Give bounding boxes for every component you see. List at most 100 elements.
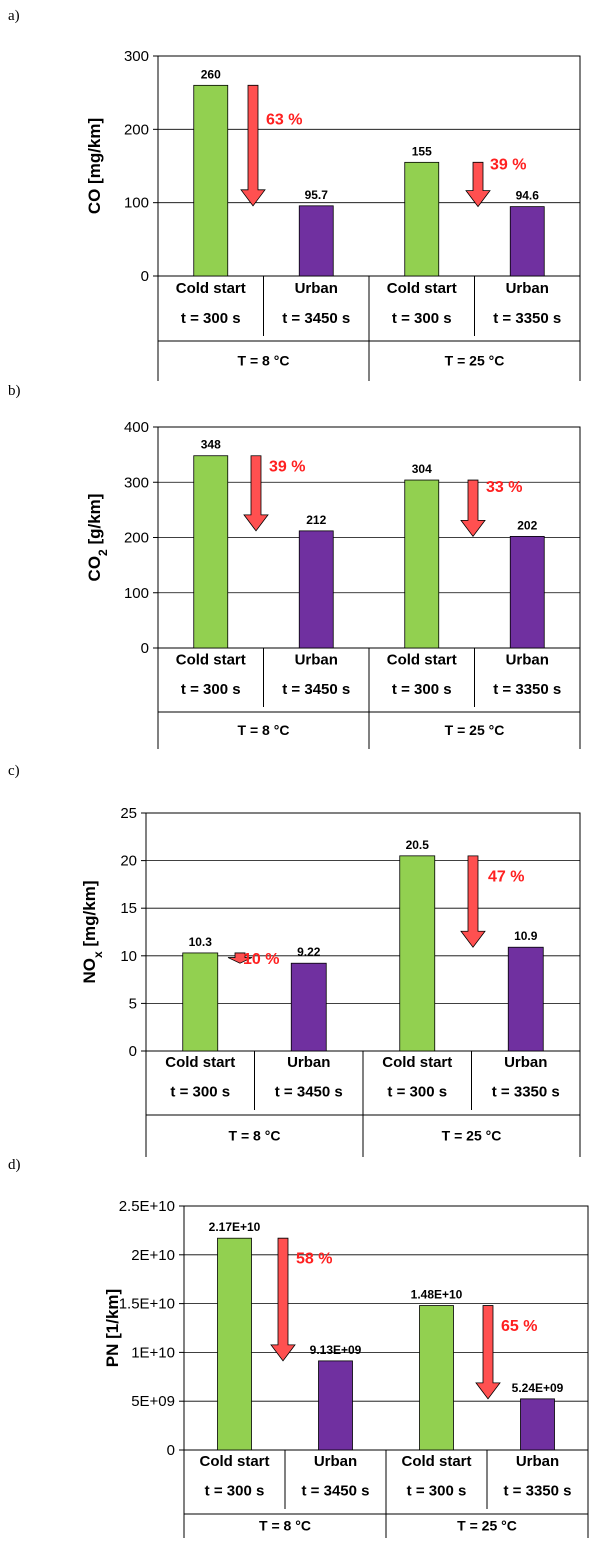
- bar-urban: [509, 206, 545, 277]
- time-label: t = 3450 s: [302, 1483, 370, 1500]
- bar-value-label: 95.7: [305, 188, 329, 202]
- bar-value-label: 20.5: [406, 838, 430, 852]
- bar-value-label: 94.6: [516, 189, 540, 203]
- y-tick-label: 300: [124, 474, 149, 491]
- temperature-group-label: T = 8 °C: [238, 353, 290, 369]
- time-label: t = 300 s: [170, 1084, 230, 1101]
- bar-value-label: 5.24E+09: [512, 1381, 564, 1395]
- y-tick-label: 200: [124, 121, 149, 138]
- bar-value-label: 155: [412, 144, 432, 158]
- y-tick-label: 0: [129, 1043, 137, 1060]
- category-label: Cold start: [176, 652, 246, 669]
- reduction-percent: 33 %: [486, 479, 522, 496]
- bar-urban: [507, 946, 544, 1052]
- time-label: t = 300 s: [387, 1084, 447, 1101]
- co2-chart: 0 100 200 300 400 CO2 [g/km] 348 212 304 202 39 % 3…: [85, 419, 581, 749]
- panel-label-b: b): [8, 383, 21, 399]
- category-label: Urban: [295, 652, 338, 669]
- bar-value-label: 212: [306, 513, 326, 527]
- time-label: t = 300 s: [205, 1483, 265, 1500]
- category-label: Cold start: [387, 652, 457, 669]
- y-tick-label: 1.5E+10: [119, 1296, 175, 1313]
- time-label: t = 300 s: [407, 1483, 467, 1500]
- reduction-arrow: [460, 855, 486, 948]
- temperature-group-label: T = 25 °C: [457, 1518, 517, 1534]
- category-label: Urban: [314, 1453, 357, 1470]
- y-tick-label: 1E+10: [131, 1344, 175, 1361]
- y-tick-label: 300: [124, 48, 149, 65]
- time-label: t = 3350 s: [492, 1084, 560, 1101]
- nox-chart: 0 5 10 15 20 25 NOx [mg/km] 10.3 9.22 20.5 10.9 10 …: [80, 805, 581, 1157]
- temperature-group-label: T = 25 °C: [442, 1128, 502, 1144]
- y-tick-label: 0: [141, 268, 149, 285]
- bar-value-label: 202: [517, 518, 537, 532]
- category-label: Cold start: [387, 280, 457, 297]
- co-chart: 0 100 200 300 CO [mg/km] 260 95.7 155 94.6 63 % 39…: [85, 48, 581, 381]
- time-label: t = 3450 s: [275, 1084, 343, 1101]
- temperature-group-label: T = 8 °C: [229, 1128, 281, 1144]
- category-label: Urban: [506, 652, 549, 669]
- reduction-percent: 63 %: [266, 112, 302, 129]
- time-label: t = 3350 s: [493, 310, 561, 327]
- bar-cold-start: [419, 1305, 454, 1451]
- y-tick-label: 100: [124, 195, 149, 212]
- bar-value-label: 9.13E+09: [310, 1343, 362, 1357]
- reduction-percent: 65 %: [501, 1318, 537, 1335]
- pn-chart: 0 5E+09 1E+10 1.5E+10 2E+10 2.5E+10 PN [1/km] 2…: [103, 1198, 589, 1538]
- y-tick-label: 15: [120, 900, 137, 917]
- bar-cold-start: [193, 455, 229, 649]
- time-label: t = 3350 s: [504, 1483, 572, 1500]
- y-tick-label: 2.5E+10: [119, 1198, 175, 1215]
- category-label: Urban: [506, 280, 549, 297]
- y-tick-label: 400: [124, 419, 149, 436]
- time-label: t = 300 s: [392, 681, 452, 698]
- y-tick-label: 5E+09: [131, 1393, 175, 1410]
- y-tick-label: 5: [129, 995, 137, 1012]
- y-tick-label: 200: [124, 530, 149, 547]
- y-tick-label: 10: [120, 948, 137, 965]
- category-label: Cold start: [199, 1453, 269, 1470]
- category-label: Cold start: [165, 1054, 235, 1071]
- reduction-percent: 10 %: [243, 951, 279, 968]
- y-tick-label: 100: [124, 585, 149, 602]
- bar-urban: [520, 1398, 555, 1451]
- bar-urban: [290, 962, 327, 1052]
- bar-value-label: 1.48E+10: [411, 1288, 463, 1302]
- category-label: Urban: [295, 280, 338, 297]
- panel-label-d: d): [8, 1157, 21, 1173]
- y-tick-label: 2E+10: [131, 1247, 175, 1264]
- y-tick-label: 20: [120, 853, 137, 870]
- plot-area: [157, 55, 581, 277]
- temperature-group-label: T = 25 °C: [445, 722, 505, 738]
- time-label: t = 3350 s: [493, 681, 561, 698]
- reduction-percent: 39 %: [490, 156, 526, 173]
- time-label: t = 300 s: [392, 310, 452, 327]
- bar-urban: [298, 205, 334, 277]
- reduction-arrow: [243, 455, 269, 532]
- category-label: Cold start: [401, 1453, 471, 1470]
- reduction-arrow: [465, 161, 491, 208]
- panel-label-a: a): [8, 8, 20, 24]
- temperature-group-label: T = 25 °C: [445, 353, 505, 369]
- reduction-percent: 39 %: [269, 458, 305, 475]
- bar-urban: [298, 530, 334, 649]
- y-tick-label: 25: [120, 805, 137, 822]
- bar-cold-start: [404, 161, 440, 277]
- bar-cold-start: [193, 84, 229, 277]
- y-axis-label: CO [mg/km]: [85, 118, 104, 214]
- y-tick-label: 0: [141, 640, 149, 657]
- reduction-arrow: [240, 84, 266, 207]
- reduction-arrow: [475, 1305, 501, 1400]
- reduction-percent: 58 %: [296, 1251, 332, 1268]
- category-label: Urban: [516, 1453, 559, 1470]
- bar-urban: [509, 535, 545, 649]
- time-label: t = 300 s: [181, 681, 241, 698]
- bar-cold-start: [404, 479, 440, 649]
- bar-value-label: 10.3: [189, 935, 213, 949]
- time-label: t = 3450 s: [282, 310, 350, 327]
- time-label: t = 300 s: [181, 310, 241, 327]
- bar-value-label: 10.9: [514, 929, 538, 943]
- category-label: Cold start: [176, 280, 246, 297]
- panel-label-c: c): [8, 763, 20, 779]
- reduction-arrow: [460, 479, 486, 538]
